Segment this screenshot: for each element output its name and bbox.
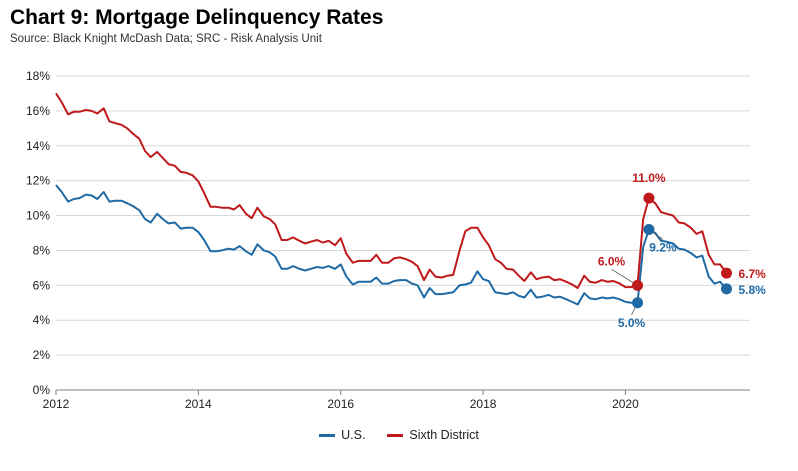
x-tick-label: 2016 [327,397,354,411]
x-tick-label: 2018 [470,397,497,411]
y-tick-label: 14% [26,139,50,153]
annotation-marker [632,279,644,291]
annotation-label: 9.2% [649,241,677,255]
legend-swatch-sixth-district [387,433,404,437]
x-tick-label: 2014 [185,397,212,411]
annotation-label: 5.8% [739,283,767,297]
x-tick-label: 2012 [43,397,70,411]
y-tick-label: 16% [26,104,50,118]
annotation-label: 11.0% [632,171,666,185]
chart-title: Chart 9: Mortgage Delinquency Rates [10,6,384,29]
annotation-marker [643,192,655,204]
legend-swatch-us [319,433,336,437]
annotation-marker [721,267,733,279]
legend-label-sixth-district: Sixth District [409,428,479,442]
annotation-label: 6.0% [598,254,626,268]
y-tick-label: 10% [26,209,50,223]
legend-item-us: U.S. [319,428,365,442]
annotation-marker [721,283,733,295]
chart-legend: U.S. Sixth District [0,428,798,442]
y-tick-label: 8% [33,243,51,257]
y-tick-label: 4% [33,313,51,327]
series-line-u-s [55,184,728,306]
legend-label-us: U.S. [341,428,366,442]
annotation-label: 6.7% [739,267,767,281]
y-tick-label: 18% [26,69,50,83]
y-tick-label: 2% [33,348,51,362]
legend-item-sixth-district: Sixth District [387,428,479,442]
y-tick-label: 6% [33,278,51,292]
chart-subtitle: Source: Black Knight McDash Data; SRC - … [10,33,322,45]
annotation-label: 5.0% [618,316,646,330]
annotation-marker [632,297,644,309]
annotation-marker [643,224,655,236]
x-tick-label: 2020 [612,397,639,411]
series-line-sixth-district [55,92,728,289]
y-tick-label: 0% [33,383,51,397]
y-tick-label: 12% [26,174,50,188]
